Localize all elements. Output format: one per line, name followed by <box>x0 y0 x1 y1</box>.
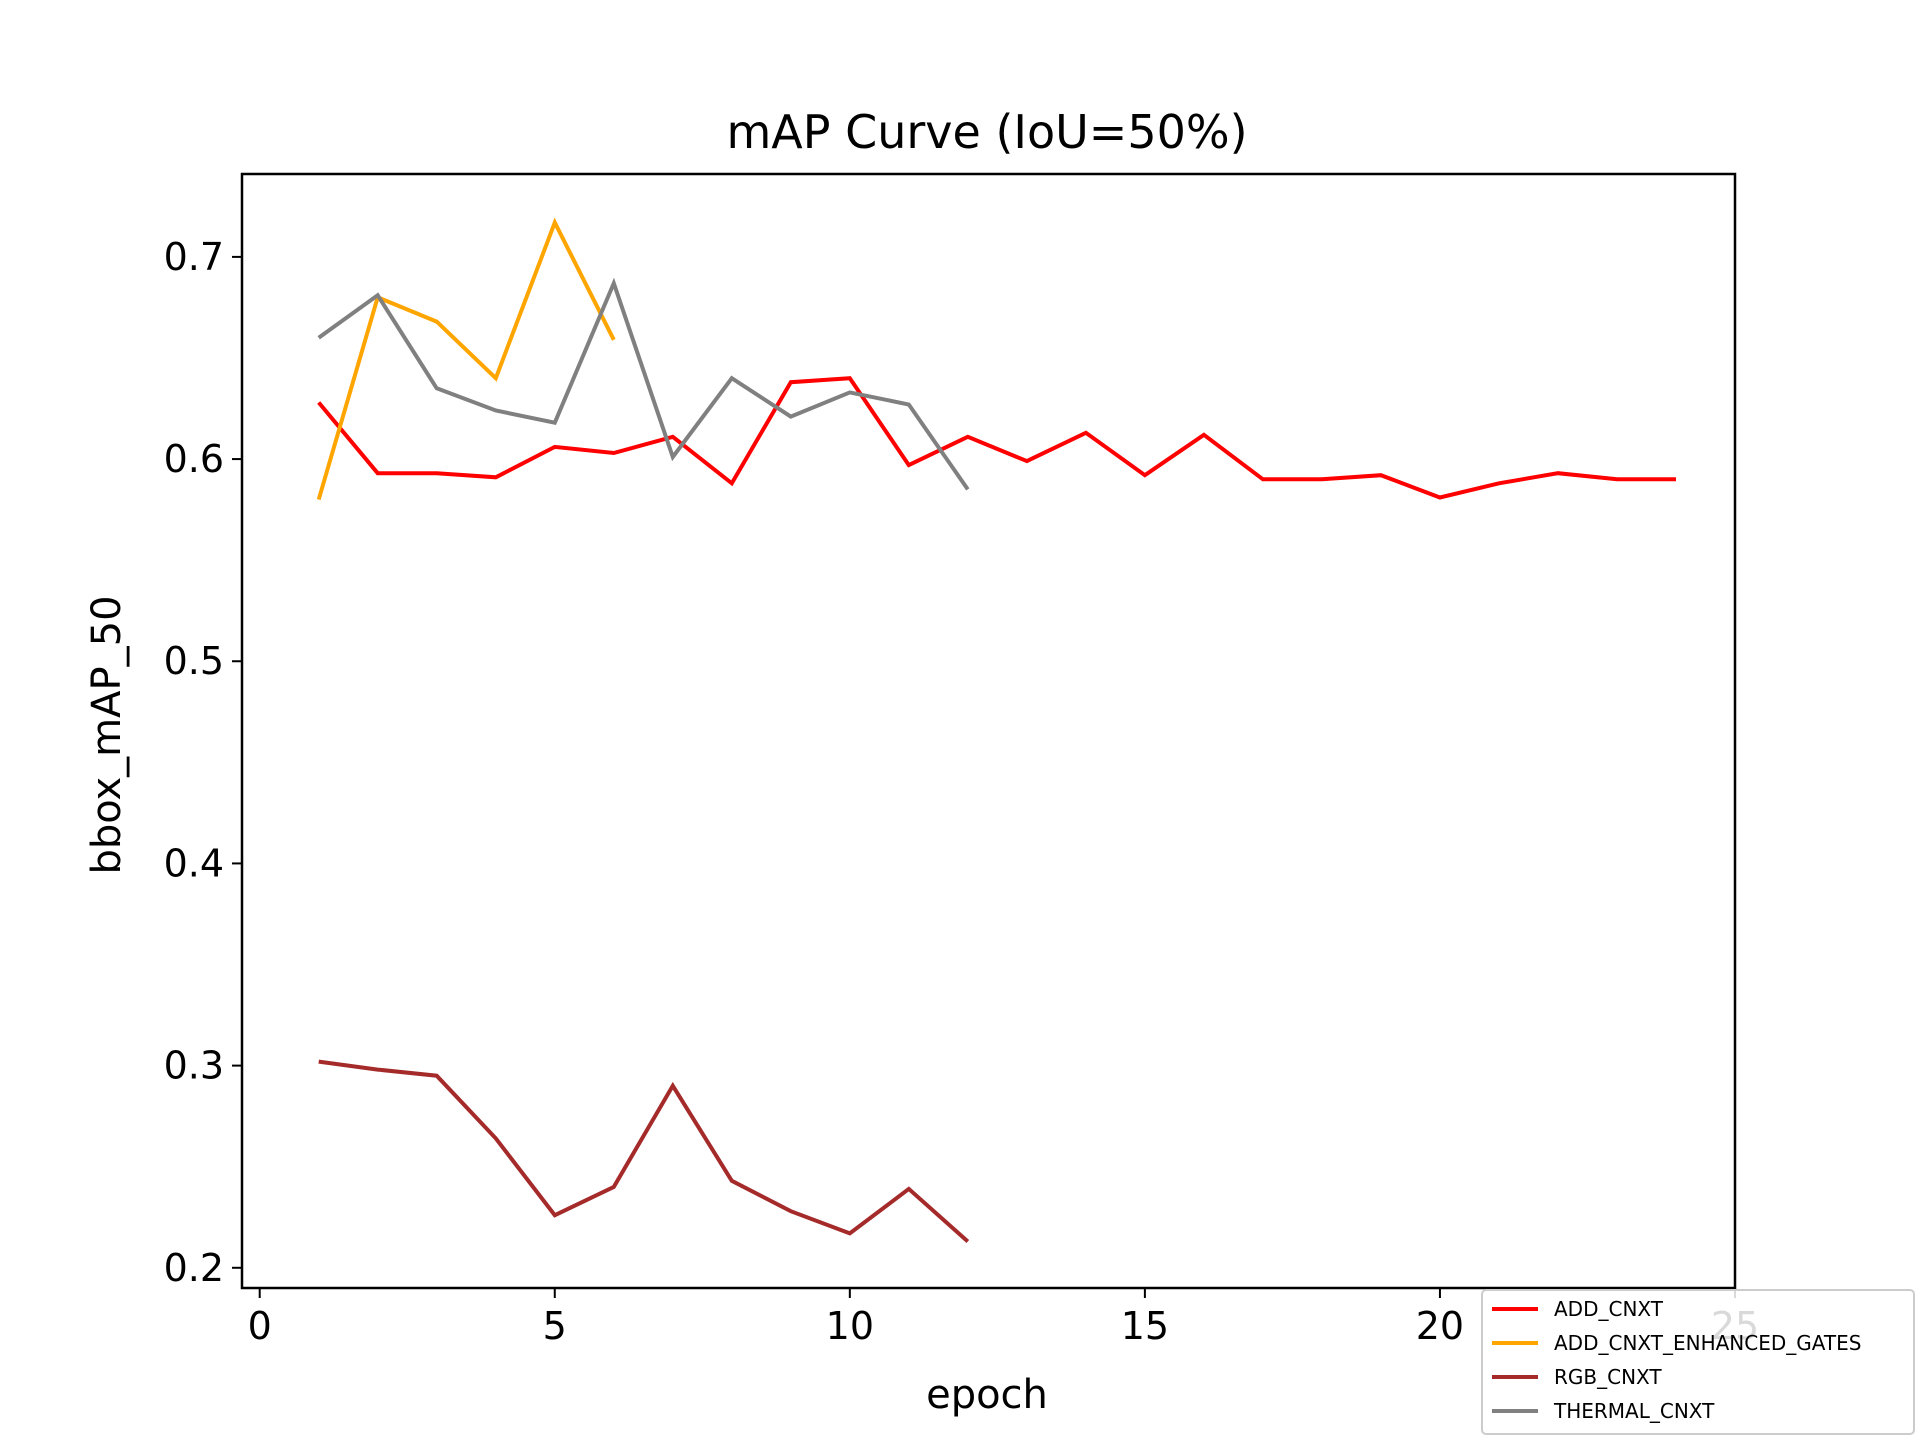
plot-frame <box>240 172 1737 1290</box>
legend-entry-3: THERMAL_CNXT <box>1553 1399 1715 1423</box>
x-tick-label: 0 <box>248 1304 272 1348</box>
legend: ADD_CNXT ADD_CNXT_ENHANCED_GATES RGB_CNXT T… <box>1481 1289 1915 1435</box>
plot-area <box>240 172 1737 1290</box>
legend-entry-0: ADD_CNXT <box>1554 1297 1664 1321</box>
y-tick-label: 0.3 <box>164 1044 224 1088</box>
x-tick-label: 10 <box>826 1304 874 1348</box>
y-axis: 0.2 0.3 0.4 0.5 0.6 0.7 <box>164 235 242 1290</box>
x-tick-label: 15 <box>1121 1304 1169 1348</box>
y-axis-label: bbox_mAP_50 <box>84 595 130 874</box>
series-line-1 <box>316 217 616 501</box>
legend-entry-1: ADD_CNXT_ENHANCED_GATES <box>1554 1331 1861 1355</box>
y-tick-label: 0.2 <box>164 1246 224 1290</box>
x-tick-label: 20 <box>1416 1304 1464 1348</box>
chart-title: mAP Curve (IoU=50%) <box>726 105 1247 159</box>
y-tick-label: 0.5 <box>164 639 224 683</box>
series-line-2 <box>318 1059 970 1243</box>
y-tick-label: 0.7 <box>164 235 224 279</box>
legend-entry-2: RGB_CNXT <box>1554 1365 1662 1389</box>
x-tick-label: 5 <box>543 1304 567 1348</box>
series-line-0 <box>317 376 1676 500</box>
y-tick-label: 0.4 <box>164 841 224 885</box>
series-line-3 <box>317 277 970 491</box>
y-tick-label: 0.6 <box>164 437 224 481</box>
x-axis-label: epoch <box>926 1372 1048 1418</box>
legend-box <box>1481 1289 1915 1435</box>
